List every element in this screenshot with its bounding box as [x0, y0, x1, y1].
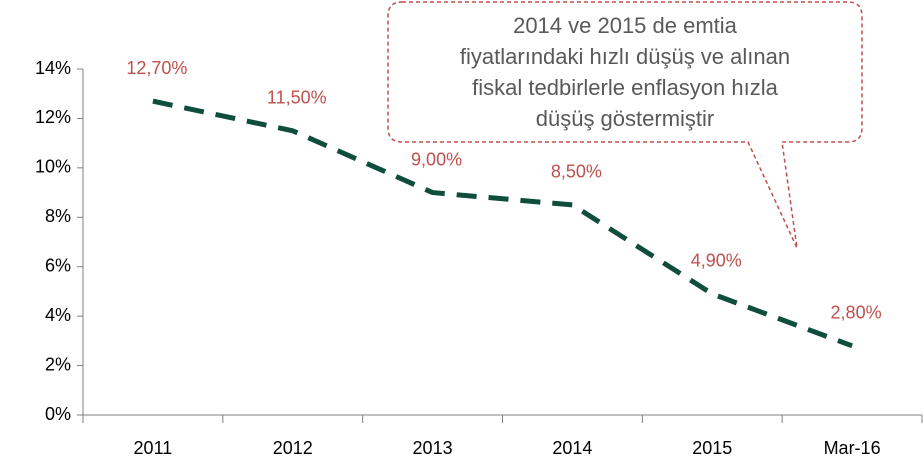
annotation: fiskal tedbirlerle enflasyon hızla — [472, 75, 778, 100]
data-label: 8,50% — [551, 162, 602, 182]
callout — [387, 1, 863, 249]
data-label: 9,00% — [411, 149, 462, 169]
y-tick-label: 0% — [45, 404, 71, 424]
x-tick-label: 2012 — [273, 438, 313, 458]
x-tick-label: 2014 — [552, 438, 592, 458]
y-tick-label: 6% — [45, 255, 71, 275]
annotation: fiyatlarındaki hızlı düşüş ve alınan — [460, 44, 790, 69]
y-tick-label: 2% — [45, 354, 71, 374]
y-tick-label: 4% — [45, 305, 71, 325]
annotation: 2014 ve 2015 de emtia — [513, 13, 738, 38]
data-label: 2,80% — [831, 303, 882, 323]
y-tick-label: 14% — [35, 58, 71, 78]
y-tick-label: 8% — [45, 206, 71, 226]
x-tick-label: 2013 — [413, 438, 453, 458]
x-tick-label: 2015 — [692, 438, 732, 458]
x-tick-label: 2011 — [134, 438, 173, 458]
data-label: 12,70% — [126, 58, 187, 78]
line — [152, 98, 853, 349]
y-tick-label: 10% — [35, 157, 71, 177]
annotation: düşüş göstermiştir — [536, 106, 715, 131]
y-tick-label: 12% — [35, 107, 71, 127]
data-label: 4,90% — [691, 251, 742, 271]
x-tick-label: Mar-16 — [824, 438, 881, 458]
data-label: 11,50% — [267, 88, 327, 108]
